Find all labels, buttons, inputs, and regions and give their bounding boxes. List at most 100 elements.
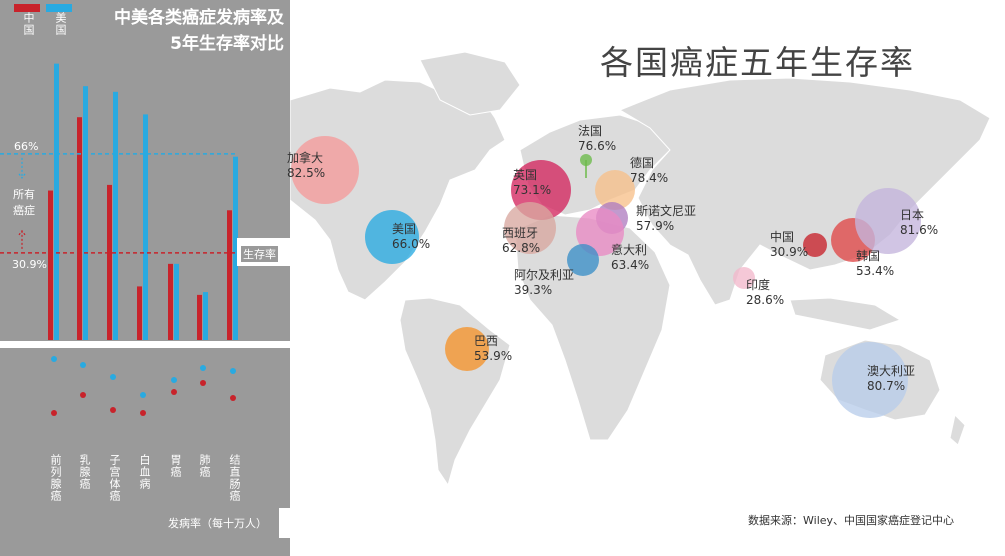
country-value-8: 63.4% bbox=[611, 258, 650, 272]
dot-china-4 bbox=[171, 389, 177, 395]
all-cancer-line2: 癌症 bbox=[13, 204, 35, 217]
category-label-1: 乳腺癌 bbox=[78, 454, 91, 490]
legend-swatch-usa bbox=[46, 4, 72, 12]
country-name-12: 日本 bbox=[900, 208, 925, 222]
bar-china-2 bbox=[107, 184, 112, 340]
arrow-china bbox=[18, 229, 26, 249]
dot-china-2 bbox=[110, 407, 116, 413]
bar-china-3 bbox=[137, 286, 142, 340]
country-label-0: 加拿大 82.5% bbox=[287, 151, 325, 181]
category-label-0: 前列腺癌 bbox=[49, 454, 62, 502]
left-title-line2: 5年生存率对比 bbox=[170, 34, 284, 54]
bubble-14 bbox=[832, 342, 908, 418]
section-divider bbox=[0, 341, 290, 348]
country-value-1: 66.0% bbox=[392, 237, 431, 251]
legend-label-usa: 美国 bbox=[54, 12, 67, 36]
source-note: 数据来源：Wiley、中国国家癌症登记中心 bbox=[748, 514, 955, 527]
country-name-5: 德国 bbox=[630, 156, 655, 170]
incidence-label: 发病率（每十万人） bbox=[168, 517, 267, 530]
country-label-7: 西班牙 62.8% bbox=[502, 226, 540, 256]
dot-china-5 bbox=[200, 380, 206, 386]
country-label-2: 巴西 53.9% bbox=[474, 334, 512, 364]
dot-china-0 bbox=[51, 410, 57, 416]
country-label-9: 阿尔及利亚 39.3% bbox=[514, 268, 574, 298]
dot-usa-2 bbox=[110, 374, 116, 380]
dot-usa-5 bbox=[200, 365, 206, 371]
country-name-10: 中国 bbox=[770, 230, 795, 244]
bar-china-0 bbox=[48, 190, 53, 340]
country-label-4: 法国 76.6% bbox=[578, 124, 616, 154]
country-label-6: 斯诺文尼亚 57.9% bbox=[636, 204, 696, 234]
bubble-0 bbox=[291, 136, 359, 204]
country-value-13: 28.6% bbox=[746, 293, 785, 307]
country-label-8: 意大利 63.4% bbox=[611, 243, 649, 273]
china-all-rate: 30.9% bbox=[12, 258, 47, 271]
bubble-13 bbox=[733, 267, 755, 289]
dot-china-6 bbox=[230, 395, 236, 401]
bubble-10 bbox=[803, 233, 827, 257]
country-value-2: 53.9% bbox=[474, 349, 513, 363]
dot-usa-1 bbox=[80, 362, 86, 368]
country-name-2: 巴西 bbox=[474, 334, 499, 348]
dot-usa-4 bbox=[171, 377, 177, 383]
dot-china-1 bbox=[80, 392, 86, 398]
bubble-1 bbox=[365, 210, 419, 264]
category-label-2: 子宫体癌 bbox=[108, 454, 121, 502]
country-label-14: 澳大利亚 80.7% bbox=[867, 364, 915, 394]
country-name-14: 澳大利亚 bbox=[867, 364, 916, 378]
arrow-usa bbox=[18, 157, 26, 179]
country-label-10: 中国 30.9% bbox=[770, 230, 808, 260]
country-value-12: 81.6% bbox=[900, 223, 939, 237]
country-value-7: 62.8% bbox=[502, 241, 541, 255]
dot-usa-0 bbox=[51, 356, 57, 362]
country-name-8: 意大利 bbox=[611, 243, 648, 257]
bar-china-4 bbox=[168, 263, 173, 340]
country-value-6: 57.9% bbox=[636, 219, 675, 233]
country-value-3: 73.1% bbox=[513, 183, 552, 197]
country-bubbles bbox=[291, 136, 921, 418]
north-america-land bbox=[290, 79, 506, 301]
bar-usa-4 bbox=[174, 263, 179, 340]
country-label-12: 日本 81.6% bbox=[900, 208, 938, 238]
indonesia-land bbox=[789, 297, 902, 331]
country-name-9: 阿尔及利亚 bbox=[514, 268, 575, 282]
bar-usa-3 bbox=[143, 114, 148, 341]
map-title: 各国癌症五年生存率 bbox=[600, 43, 915, 82]
asia-land bbox=[618, 77, 991, 306]
country-name-13: 印度 bbox=[746, 278, 771, 292]
country-name-11: 韩国 bbox=[856, 249, 881, 263]
bar-usa-6 bbox=[233, 156, 238, 340]
bubble-7 bbox=[504, 202, 556, 254]
bar-usa-2 bbox=[113, 91, 118, 340]
bubble-12 bbox=[855, 188, 921, 254]
country-name-3: 英国 bbox=[513, 168, 538, 182]
bar-usa-5 bbox=[203, 292, 208, 340]
new-zealand-land bbox=[949, 413, 966, 446]
bubble-2 bbox=[445, 327, 489, 371]
country-name-4: 法国 bbox=[578, 124, 603, 138]
country-label-1: 美国 66.0% bbox=[392, 222, 430, 252]
left-title-line1: 中美各类癌症发病率及 bbox=[114, 8, 284, 28]
country-value-5: 78.4% bbox=[630, 171, 669, 185]
world-map bbox=[290, 0, 1005, 556]
dot-usa-3 bbox=[140, 392, 146, 398]
category-label-3: 白血病 bbox=[138, 454, 151, 490]
legend-swatch-china bbox=[14, 4, 40, 12]
country-value-14: 80.7% bbox=[867, 379, 906, 393]
country-value-11: 53.4% bbox=[856, 264, 895, 278]
bar-usa-0 bbox=[54, 63, 59, 340]
usa-all-rate: 66% bbox=[14, 140, 39, 153]
country-name-1: 美国 bbox=[392, 222, 417, 236]
category-label-6: 结直肠癌 bbox=[228, 454, 241, 502]
bar-china-1 bbox=[77, 117, 82, 340]
category-label-4: 胃癌 bbox=[169, 454, 182, 478]
country-value-10: 30.9% bbox=[770, 245, 809, 259]
country-label-11: 韩国 53.4% bbox=[856, 249, 894, 279]
bubble-9 bbox=[567, 244, 599, 276]
bar-usa-1 bbox=[83, 86, 88, 340]
country-label-3: 英国 73.1% bbox=[513, 168, 551, 198]
bubble-5 bbox=[595, 170, 635, 210]
country-name-6: 斯诺文尼亚 bbox=[636, 204, 697, 218]
bar-china-5 bbox=[197, 294, 202, 340]
